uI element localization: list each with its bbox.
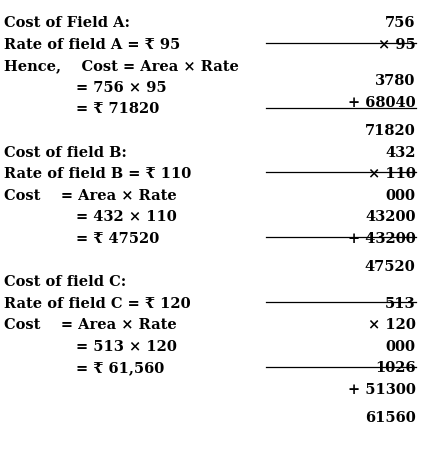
Text: = ₹ 71820: = ₹ 71820 xyxy=(76,102,159,117)
Text: 756: 756 xyxy=(385,16,416,30)
Text: × 120: × 120 xyxy=(368,318,416,332)
Text: 3780: 3780 xyxy=(375,74,416,88)
Text: + 68040: + 68040 xyxy=(348,96,416,110)
Text: = ₹ 61,560: = ₹ 61,560 xyxy=(76,361,164,375)
Text: 000: 000 xyxy=(386,340,416,354)
Text: 43200: 43200 xyxy=(365,210,416,224)
Text: Cost of field B:: Cost of field B: xyxy=(4,146,127,160)
Text: = ₹ 47520: = ₹ 47520 xyxy=(76,232,159,246)
Text: 000: 000 xyxy=(386,189,416,203)
Text: × 110: × 110 xyxy=(368,167,416,181)
Text: Cost    = Area × Rate: Cost = Area × Rate xyxy=(4,189,177,203)
Text: Rate of field C = ₹ 120: Rate of field C = ₹ 120 xyxy=(4,297,191,311)
Text: + 43200: + 43200 xyxy=(348,232,416,246)
Text: 513: 513 xyxy=(385,297,416,311)
Text: Cost of field C:: Cost of field C: xyxy=(4,275,127,289)
Text: Hence,    Cost = Area × Rate: Hence, Cost = Area × Rate xyxy=(4,59,239,73)
Text: Cost    = Area × Rate: Cost = Area × Rate xyxy=(4,318,177,332)
Text: Rate of field A = ₹ 95: Rate of field A = ₹ 95 xyxy=(4,38,181,52)
Text: + 51300: + 51300 xyxy=(348,383,416,397)
Text: Cost of Field A:: Cost of Field A: xyxy=(4,16,130,30)
Text: = 756 × 95: = 756 × 95 xyxy=(76,81,167,95)
Text: = 432 × 110: = 432 × 110 xyxy=(76,210,177,224)
Text: 1026: 1026 xyxy=(375,361,416,375)
Text: 47520: 47520 xyxy=(365,260,416,274)
Text: × 95: × 95 xyxy=(378,38,416,52)
Text: 432: 432 xyxy=(385,146,416,160)
Text: 71820: 71820 xyxy=(365,124,416,138)
Text: = 513 × 120: = 513 × 120 xyxy=(76,340,177,354)
Text: Rate of field B = ₹ 110: Rate of field B = ₹ 110 xyxy=(4,167,192,181)
Text: 61560: 61560 xyxy=(365,411,416,425)
